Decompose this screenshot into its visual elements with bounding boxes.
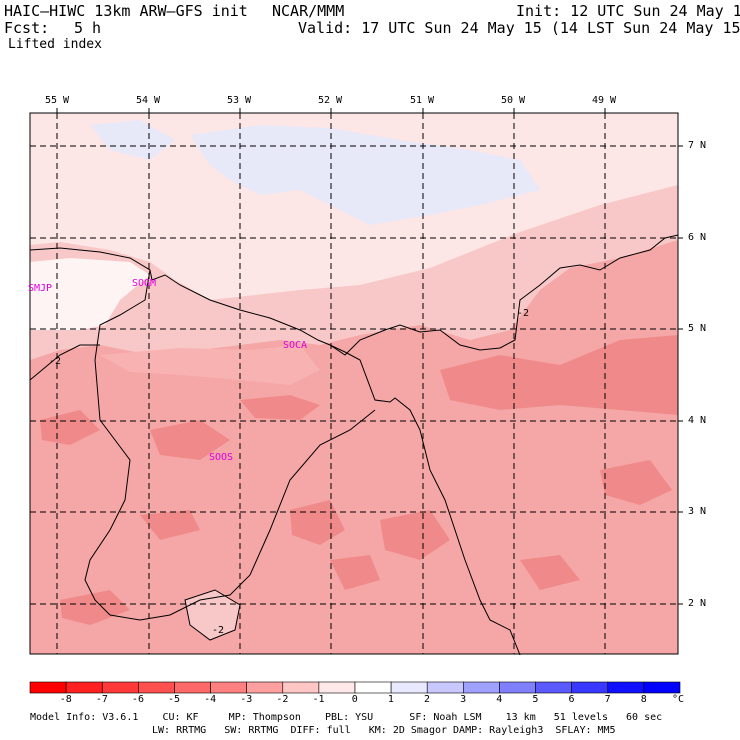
dark-shade-cell (140, 510, 200, 540)
lat-label: 5 N (688, 323, 707, 334)
colorbar-swatch (282, 681, 320, 694)
colorbar-swatch (318, 681, 356, 694)
station-label: SOOS (209, 452, 234, 463)
lon-label: 49 W (592, 95, 617, 106)
dark-shade-cell (520, 555, 580, 590)
forecast-hour: 5 h (74, 19, 102, 37)
dark-shade-cell (380, 510, 450, 560)
model-info-line1: Model Info: V3.6.1 CU: KF MP: Thompson P… (30, 712, 663, 723)
colorbar-swatch (571, 681, 609, 694)
field-name: Lifted index (8, 37, 102, 52)
colorbar-swatch (463, 681, 500, 694)
contour-label: -2 (517, 308, 530, 319)
colorbar-tick-label: 3 (460, 694, 467, 705)
contour-line (184, 589, 241, 641)
lon-label: 52 W (318, 95, 343, 106)
dark-shade-cell (60, 590, 130, 625)
border-line (84, 269, 376, 621)
colorbar-tick-label: 8 (640, 694, 647, 705)
light-shade-patch (100, 345, 320, 385)
bluish-region (90, 120, 175, 160)
colorbar-swatch (138, 681, 175, 694)
colorbar-tick-label: 4 (496, 694, 503, 705)
map-frame (29, 112, 679, 655)
colorbar-swatch (535, 681, 572, 694)
colorbar-tick-label: -5 (168, 694, 181, 705)
contour-label: -2 (212, 625, 225, 636)
medium-shade-region (30, 240, 678, 654)
colorbar-swatch (29, 681, 67, 694)
colorbar-tick-label: 6 (568, 694, 575, 705)
colorbar-tick-label: 5 (532, 694, 539, 705)
colorbar-tick-label: 0 (351, 694, 358, 705)
lat-label: 2 N (688, 598, 707, 609)
colorbar-swatch (101, 681, 139, 694)
contour-label: -2 (49, 356, 62, 367)
coastline (329, 234, 679, 356)
colorbar-tick-label: -7 (95, 694, 108, 705)
lat-label: 4 N (688, 415, 707, 426)
colorbar-swatch (210, 681, 247, 694)
station-label: SMJP (28, 283, 53, 294)
lon-label: 50 W (501, 95, 526, 106)
colorbar-swatch (65, 681, 103, 694)
bluish-region (190, 125, 540, 225)
colorbar-swatch (390, 681, 428, 694)
lat-label: 6 N (688, 232, 707, 243)
colorbar-tick-label: 1 (387, 694, 394, 705)
colorbar-swatch (643, 681, 681, 694)
colorbar-unit: °C (672, 694, 685, 705)
coastline (29, 247, 521, 656)
station-label: SOGM (132, 278, 157, 289)
colorbar-swatch (607, 681, 645, 694)
tick-marks (56, 108, 683, 605)
forecast-label: Fcst: (4, 19, 50, 37)
border-line (29, 344, 100, 381)
colorbar-tick-label: -6 (131, 694, 144, 705)
lat-label: 3 N (688, 506, 707, 517)
colorbar-tick-label: -1 (312, 694, 325, 705)
dark-shade-cell (440, 335, 678, 415)
colorbar-tick-label: -2 (276, 694, 289, 705)
colorbar-swatch (174, 681, 211, 694)
colorbar-swatch (246, 681, 284, 694)
model-info-line2: LW: RRTMG SW: RRTMG DIFF: full KM: 2D Sm… (152, 725, 616, 736)
light-shade-patch (185, 590, 240, 640)
dark-shade-cell (150, 420, 230, 460)
init-time: Init: 12 UTC Sun 24 May 15 (516, 2, 740, 20)
lon-label: 51 W (410, 95, 435, 106)
colorbar (29, 681, 681, 694)
white-shade-region (30, 258, 150, 330)
lat-label: 7 N (688, 140, 707, 151)
lon-label: 53 W (227, 95, 252, 106)
grid-lines (30, 113, 678, 654)
colorbar-swatch (426, 681, 464, 694)
center-label: NCAR/MMM (272, 2, 345, 20)
dark-shade-cell (40, 410, 100, 445)
dark-shade-cell (330, 555, 380, 590)
lon-label: 55 W (45, 95, 70, 106)
model-title: HAIC–HIWC 13km ARW–GFS init (4, 2, 248, 20)
colorbar-tick-label: 7 (604, 694, 611, 705)
colorbar-tick-label: -8 (59, 694, 72, 705)
valid-time: Valid: 17 UTC Sun 24 May 15 (14 LST Sun … (298, 19, 740, 37)
dark-shade-cell (240, 395, 320, 420)
colorbar-tick-label: 2 (424, 694, 431, 705)
lon-label: 54 W (136, 95, 161, 106)
colorbar-tick-label: -3 (240, 694, 253, 705)
colorbar-swatch (499, 681, 536, 694)
colorbar-swatch (354, 681, 392, 694)
colorbar-tick-label: -4 (204, 694, 217, 705)
dark-shade-cell (600, 460, 672, 505)
station-label: SOCA (283, 340, 308, 351)
